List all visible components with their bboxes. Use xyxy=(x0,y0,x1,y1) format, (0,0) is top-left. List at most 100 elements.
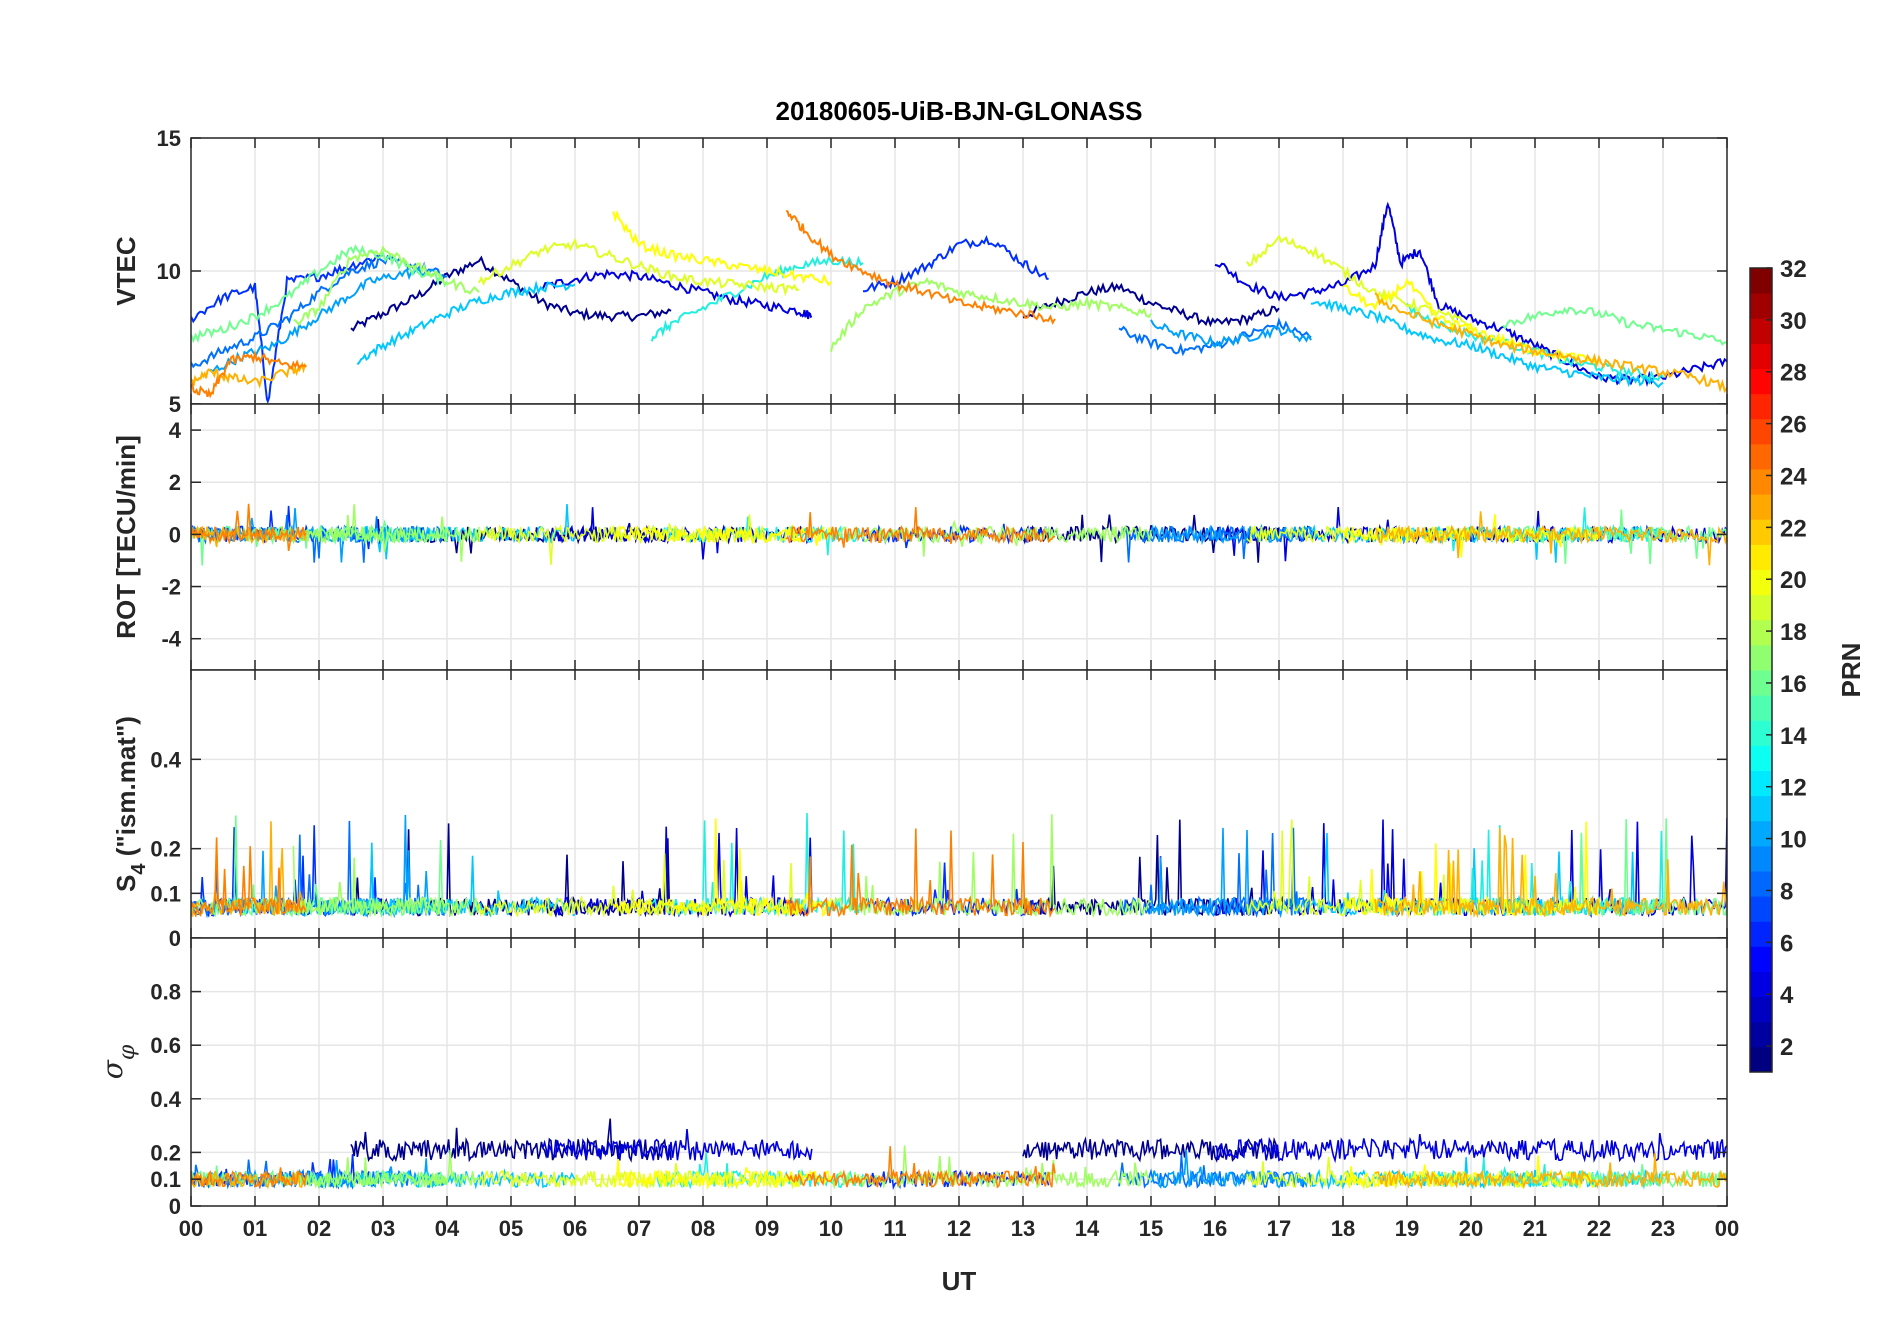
colorbar-bin xyxy=(1750,544,1772,570)
y-tick-label: 0.8 xyxy=(150,980,181,1005)
y-tick-label: 0.1 xyxy=(150,1167,181,1192)
colorbar-tick-label: 10 xyxy=(1780,827,1807,854)
series-prn-21 xyxy=(1342,821,1600,919)
y-tick-label: 0.4 xyxy=(150,1087,181,1112)
colorbar-bin xyxy=(1750,519,1772,545)
series-prn-9 xyxy=(1150,523,1312,546)
y-tick-label: 10 xyxy=(157,259,181,284)
colorbar-bin xyxy=(1750,469,1772,495)
series-prn-11 xyxy=(356,842,576,918)
x-tick-label: 18 xyxy=(1331,1216,1355,1241)
series-prn-17 xyxy=(293,245,480,327)
colorbar-bin xyxy=(1750,368,1772,395)
colorbar-tick-label: 14 xyxy=(1780,723,1807,750)
y-tick-label: 5 xyxy=(169,392,181,417)
colorbar-bin xyxy=(1750,921,1772,947)
series-prn-21 xyxy=(613,1158,832,1191)
colorbar-tick-label: 28 xyxy=(1780,360,1807,387)
series-prn-21 xyxy=(1342,277,1600,366)
series-prn-23 xyxy=(1374,828,1727,919)
series-prn-19 xyxy=(1246,524,1472,545)
series-prn-24 xyxy=(191,1167,307,1189)
series-prn-15 xyxy=(191,1165,447,1189)
x-axis-label: UT xyxy=(942,1266,977,1296)
x-tick-label: 10 xyxy=(819,1216,843,1241)
x-tick-label: 01 xyxy=(243,1216,267,1241)
colorbar-bin xyxy=(1750,1046,1772,1073)
colorbar-tick-label: 12 xyxy=(1780,775,1807,802)
colorbar-tick-label: 22 xyxy=(1780,515,1807,542)
colorbar-bin xyxy=(1750,1021,1772,1048)
series-prn-7 xyxy=(1118,317,1312,357)
y-tick-label: 0.2 xyxy=(150,837,181,862)
series-prn-7 xyxy=(1118,524,1312,563)
x-tick-label: 07 xyxy=(627,1216,651,1241)
y-tick-label: -2 xyxy=(161,575,181,600)
series-prn-15 xyxy=(1502,306,1727,346)
y-tick-label: 15 xyxy=(157,126,181,151)
colorbar-tick-label: 16 xyxy=(1780,671,1807,698)
colorbar-bin xyxy=(1750,720,1772,746)
x-tick-label: 15 xyxy=(1139,1216,1163,1241)
x-tick-label: 04 xyxy=(435,1216,460,1241)
x-tick-label: 21 xyxy=(1523,1216,1547,1241)
series-prn-1 xyxy=(1022,281,1280,328)
series-prn-1 xyxy=(350,1118,672,1163)
colorbar-bin xyxy=(1750,820,1772,847)
series-prn-1 xyxy=(1022,1136,1280,1163)
series-prn-24 xyxy=(785,1146,1056,1189)
colorbar-bin xyxy=(1750,569,1772,596)
series-prn-23 xyxy=(1374,292,1727,394)
series-prn-19 xyxy=(1246,1156,1472,1190)
y-tick-label: 0 xyxy=(169,926,181,951)
colorbar-bin xyxy=(1750,594,1772,621)
x-tick-label: 00 xyxy=(1715,1216,1739,1241)
y-axis-label: σφ xyxy=(96,1044,140,1079)
colorbar-bin xyxy=(1750,418,1772,445)
y-tick-label: 0.2 xyxy=(150,1140,181,1165)
colorbar-bin xyxy=(1750,343,1772,369)
colorbar-bin xyxy=(1750,619,1772,646)
x-tick-label: 19 xyxy=(1395,1216,1419,1241)
colorbar-bin xyxy=(1750,745,1772,771)
series-prn-24 xyxy=(191,503,307,552)
x-tick-label: 14 xyxy=(1075,1216,1100,1241)
series-prn-11 xyxy=(1310,298,1664,389)
colorbar-bin xyxy=(1750,770,1772,797)
panel-vtec: 5 10 15 VTEC xyxy=(111,126,1728,417)
y-tick-label: 0 xyxy=(169,1194,181,1219)
y-axis-label: VTEC xyxy=(111,236,141,306)
series-prn-24 xyxy=(191,837,307,918)
x-tick-label: 17 xyxy=(1267,1216,1291,1241)
series-prn-17 xyxy=(830,276,1152,352)
x-tick-label: 16 xyxy=(1203,1216,1227,1241)
series-prn-19 xyxy=(478,1162,800,1190)
colorbar-tick-label: 30 xyxy=(1780,308,1807,335)
series-prn-17 xyxy=(830,1145,1152,1190)
y-tick-label: 4 xyxy=(169,418,182,443)
x-tick-label: 05 xyxy=(499,1216,523,1241)
x-tick-label: 02 xyxy=(307,1216,331,1241)
series-prn-21 xyxy=(612,818,832,917)
colorbar-tick-label: 20 xyxy=(1780,567,1807,594)
colorbar-tick-label: 8 xyxy=(1780,878,1793,905)
colorbar-bin xyxy=(1750,393,1772,420)
series-prn-3 xyxy=(1214,1132,1727,1164)
series-prn-21 xyxy=(612,209,832,287)
series-prn-24 xyxy=(191,349,307,399)
colorbar-tick-label: 6 xyxy=(1780,930,1793,957)
x-tick-label: 08 xyxy=(691,1216,715,1241)
colorbar-tick-label: 32 xyxy=(1780,256,1807,283)
x-tick-label: 22 xyxy=(1587,1216,1611,1241)
colorbar-bin xyxy=(1750,318,1772,344)
series-prn-19 xyxy=(478,237,800,297)
colorbar-tick-label: 2 xyxy=(1780,1034,1793,1061)
series-prn-23 xyxy=(1374,1152,1727,1190)
y-axis-label-sub: 4 xyxy=(128,863,150,875)
series-prn-19 xyxy=(478,853,800,919)
colorbar-bin xyxy=(1750,670,1772,696)
x-tick-label: 23 xyxy=(1651,1216,1675,1241)
panel-sigma: 00.10.2 0.4 0.6 0.8 00 01 02 03 04 05 06 07 08 09 10 11… xyxy=(96,937,1739,1241)
panel-rot: -4 -2 0 2 4 ROT [TECU/min] xyxy=(111,403,1728,671)
